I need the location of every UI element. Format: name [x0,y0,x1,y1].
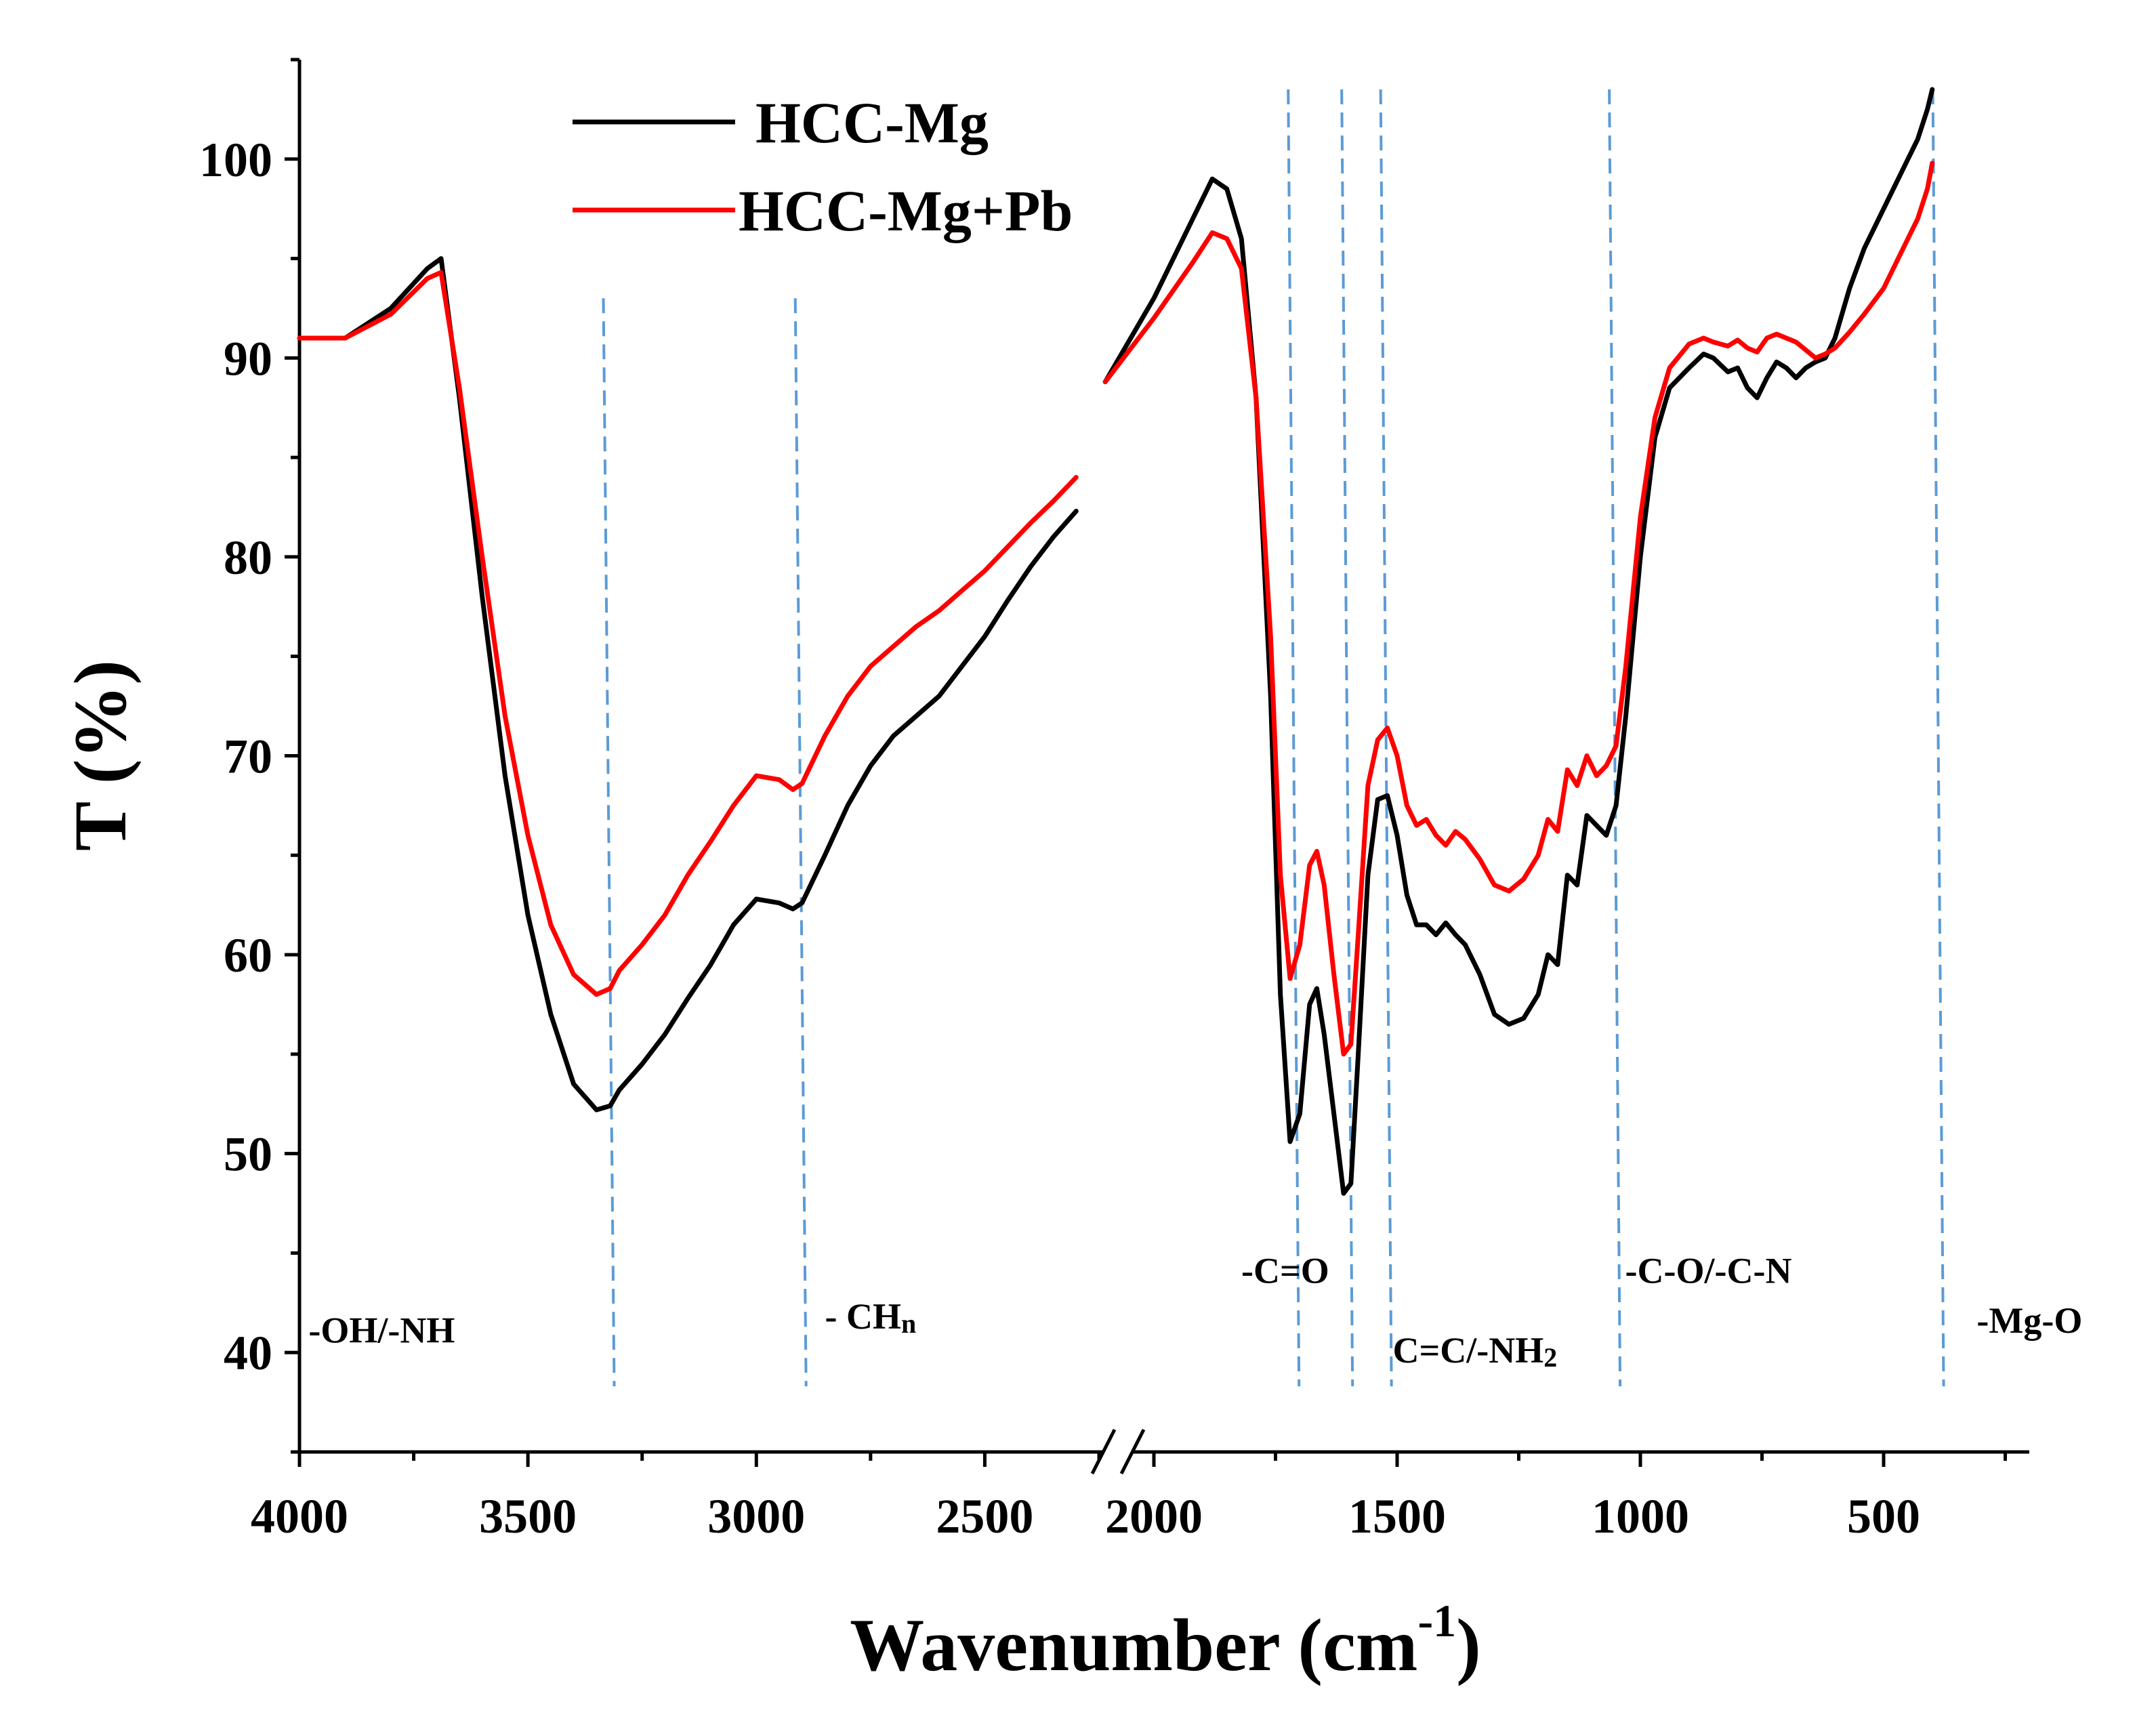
reference-line [1931,89,1945,1387]
x-tick-label: 2500 [936,1489,1033,1543]
reference-line [1379,89,1393,1387]
y-tick-label: 50 [224,1127,272,1182]
series-line-hcc-mg-pb-seg1 [297,270,1079,997]
x-tick-label: 4000 [251,1489,348,1543]
y-tick-label: 90 [224,331,272,386]
series-line-hcc-mg-pb-seg2 [1102,161,1935,1057]
series-group [297,87,1935,1196]
annotation-label: -C=O [1241,1250,1329,1291]
x-axis-title-sup: -1 [1417,1595,1456,1646]
annotation-label: -OH/-NH [308,1310,455,1351]
x-axis-title-main: Wavenumber (cm [850,1604,1417,1686]
axis-break-mark-1 [1090,1428,1117,1475]
y-tick-label: 60 [224,928,272,982]
y-tick-label: 70 [224,730,272,784]
x-axis-title: Wavenumber (cm-1) [850,1595,1480,1686]
annotation-label: -C-O/-C-N [1625,1250,1792,1291]
legend: HCC-Mg HCC-Mg+Pb [573,90,1073,243]
series-line-hcc-mg-seg1 [297,256,1079,1113]
reference-line [1287,89,1301,1387]
x-tick-label: 3500 [479,1489,577,1543]
axis-break-mark-2 [1119,1428,1146,1475]
tick-group: 4000 3500 3000 2500 2000 1500 1000 500 40 50 60 70 8… [199,58,2007,1543]
x-tick-label: 1500 [1348,1489,1446,1543]
reference-line [602,298,616,1387]
x-tick-label: 1000 [1592,1489,1689,1543]
y-tick-label: 100 [199,133,272,187]
annotation-label: - CHn [825,1296,916,1339]
legend-label-hcc-mg-pb: HCC-Mg+Pb [739,178,1073,243]
legend-label-hcc-mg: HCC-Mg [755,90,989,155]
annotation-group: -OH/-NH - CHn -C=O C=C/-NH2 -C-O/-C-N -Mg-O [308,1250,2082,1372]
y-tick-label: 40 [224,1326,272,1380]
reference-lines [602,89,1945,1387]
y-tick-label: 80 [224,531,272,585]
annotation-label: -Mg-O [1976,1300,2082,1341]
x-tick-label: 3000 [707,1489,805,1543]
annotation-label: C=C/-NH2 [1393,1330,1558,1373]
y-axis-title: T (%) [59,660,142,851]
series-line-hcc-mg-seg2 [1102,87,1935,1196]
x-tick-label: 500 [1847,1489,1920,1543]
reference-line [793,298,808,1387]
x-axis-title-close: ) [1456,1604,1481,1686]
reference-line [1340,89,1354,1387]
x-tick-label: 2000 [1105,1489,1203,1543]
